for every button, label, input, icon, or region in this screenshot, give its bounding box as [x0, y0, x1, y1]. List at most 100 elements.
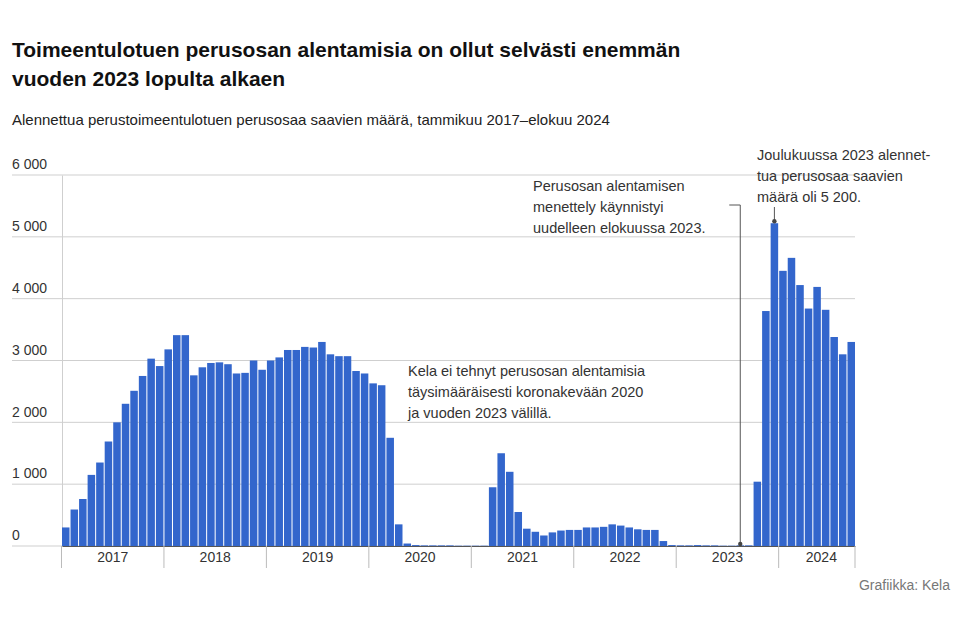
bar: [762, 311, 770, 546]
bar: [455, 545, 463, 546]
bar: [702, 545, 710, 546]
bar: [779, 271, 787, 546]
bar: [88, 475, 96, 546]
year-separator: [573, 546, 574, 568]
bar: [463, 545, 471, 546]
annotation: Joulukuussa 2023 alennet-: [757, 147, 930, 163]
bar: [421, 545, 429, 546]
bar: [617, 526, 625, 546]
year-separators: [61, 546, 855, 568]
bar: [608, 524, 616, 546]
bar: [557, 531, 565, 546]
grid: [12, 175, 855, 546]
x-tick-label: 2021: [507, 549, 538, 565]
bar: [386, 438, 394, 546]
grid-line: [12, 546, 855, 547]
bar: [250, 361, 258, 547]
bar: [540, 535, 548, 546]
x-tick: 2021: [507, 546, 538, 565]
bar: [685, 545, 693, 546]
bar: [62, 527, 70, 546]
bar: [352, 371, 360, 546]
bar: [378, 385, 386, 546]
bar: [318, 342, 326, 546]
bar: [207, 363, 215, 546]
bar: [480, 545, 488, 546]
bar: [668, 545, 676, 546]
x-axis: 2017 2018 2019 2020 2021 2022 2023 2024: [63, 546, 856, 565]
x-tick-label: 2019: [302, 549, 333, 565]
bar: [497, 453, 505, 546]
bar: [438, 545, 446, 546]
bar: [164, 349, 172, 546]
y-tick: 1 000: [12, 465, 62, 484]
x-tick-label: 2017: [97, 549, 128, 565]
x-tick: 2020: [405, 546, 436, 565]
bar: [327, 354, 335, 546]
title: Toimeentulotuen perusosan alentamisia on…: [12, 38, 680, 61]
y-tick-label: 3 000: [12, 342, 47, 358]
bar: [719, 545, 727, 546]
bar: [549, 532, 557, 546]
bar: [830, 337, 838, 546]
x-tick-label: 2018: [200, 549, 231, 565]
year-separator: [266, 546, 267, 568]
annotation: määrä oli 5 200.: [757, 189, 861, 205]
bar: [301, 347, 309, 546]
bar: [472, 545, 480, 546]
annotation: tua perusosaa saavien: [757, 168, 903, 184]
y-axis-line: [62, 176, 63, 547]
annotation: ja vuoden 2023 välillä.: [407, 405, 552, 421]
annotation: Kela ei tehnyt perusosan alentamisia: [408, 363, 646, 379]
bar: [233, 373, 241, 546]
bar: [677, 545, 685, 546]
chart: Toimeentulotuen perusosan alentamisia on…: [0, 0, 960, 621]
bar: [839, 354, 847, 546]
grid-line: [12, 236, 855, 237]
x-tick: 2017: [97, 546, 128, 565]
bar: [182, 335, 190, 546]
y-tick-label: 4 000: [12, 280, 47, 296]
bar: [113, 422, 121, 546]
bar: [626, 527, 634, 546]
bar: [147, 359, 155, 546]
bar: [267, 361, 275, 547]
bar: [515, 512, 523, 546]
y-tick-label: 6 000: [12, 156, 47, 172]
bar: [258, 370, 266, 546]
x-tick-label: 2023: [712, 549, 743, 565]
y-tick: 5 000: [12, 218, 62, 237]
annotation: uudelleen elokuussa 2023.: [533, 220, 706, 236]
bar: [293, 350, 301, 546]
bar: [634, 529, 642, 546]
bar: [105, 442, 113, 546]
x-tick-label: 2024: [806, 549, 837, 565]
year-separator: [855, 546, 856, 568]
y-tick: 4 000: [12, 280, 62, 299]
bar: [523, 529, 531, 546]
title-group: Toimeentulotuen perusosan alentamisia on…: [12, 38, 680, 90]
bar: [788, 258, 796, 546]
grid-line: [12, 484, 855, 485]
bar: [344, 356, 352, 546]
bar: [600, 527, 608, 546]
bar: [728, 545, 736, 546]
bar: [395, 524, 403, 546]
x-tick-label: 2022: [609, 549, 640, 565]
bar: [404, 544, 412, 546]
y-axis: 01 0002 0003 0004 0005 0006 000: [12, 156, 63, 546]
y-tick: 0: [12, 527, 62, 546]
year-separator: [368, 546, 369, 568]
bar: [361, 373, 369, 546]
y-tick: 6 000: [12, 156, 62, 175]
bar: [754, 482, 762, 546]
bar: [660, 541, 668, 546]
annotation: menettely käynnistyi: [533, 199, 664, 215]
bar: [96, 463, 104, 546]
annotation-leader: [729, 205, 740, 544]
year-separator: [778, 546, 779, 568]
bar: [429, 545, 437, 546]
x-axis-line: [63, 546, 856, 547]
x-tick-label: 2020: [405, 549, 436, 565]
grid-line: [12, 175, 855, 176]
